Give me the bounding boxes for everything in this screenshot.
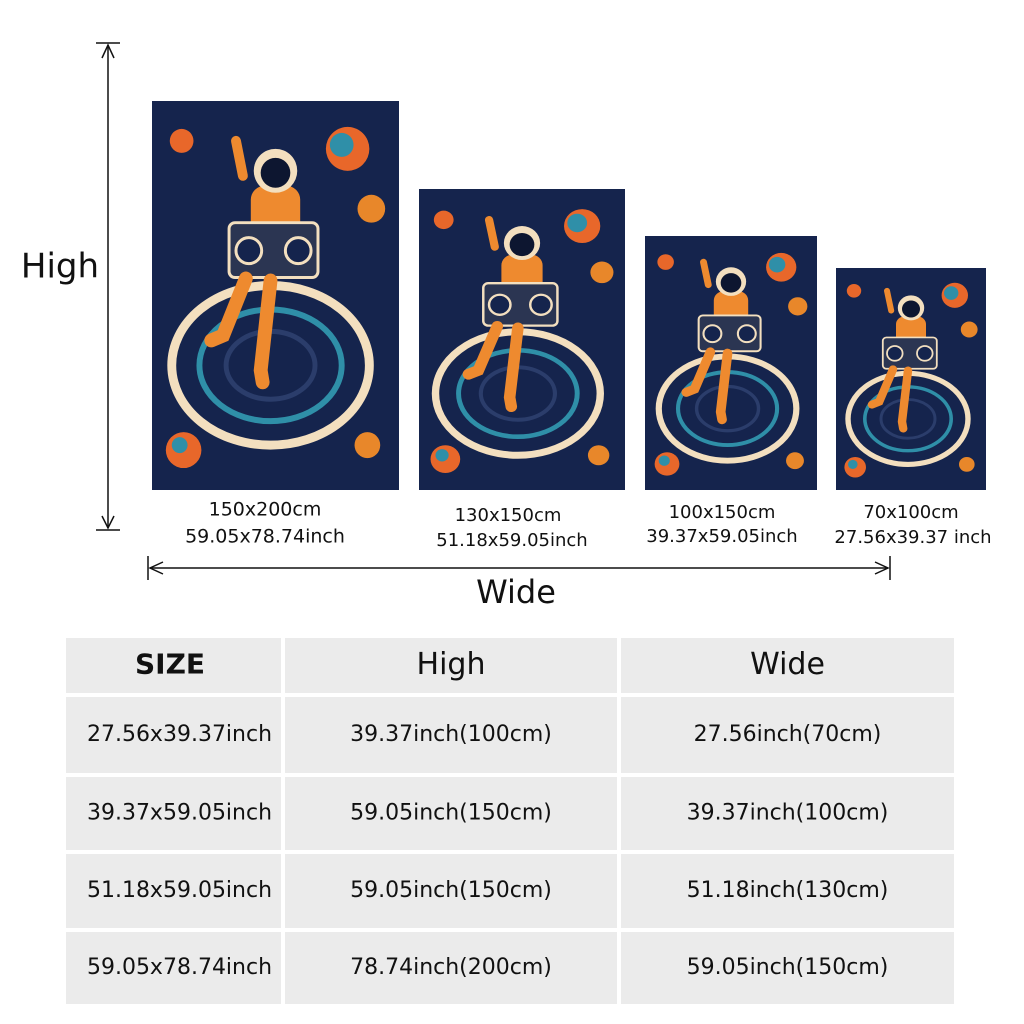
poster-image (836, 268, 986, 490)
poster-size-inch: 27.56x39.37 inch (834, 527, 991, 548)
table-header: High (417, 647, 486, 682)
table-cell (285, 638, 617, 693)
poster-size-cm: 150x200cm (209, 499, 322, 521)
table-cell (285, 697, 617, 773)
axes (96, 42, 891, 580)
table-cell-text: 59.05inch(150cm) (350, 801, 552, 826)
arrow-head (101, 43, 115, 530)
poster-size-cm: 100x150cm (669, 502, 776, 523)
poster-image (645, 236, 817, 490)
arrow-head (148, 561, 890, 575)
vertical-label: High (21, 247, 99, 287)
table-cell (66, 697, 281, 773)
table-cell (621, 777, 954, 850)
table-cell (66, 638, 281, 693)
table-cell-text: 59.05x78.74inch (87, 955, 272, 980)
size-table: SIZE High Wide 27.56x39.37inch 39.37inch(100… (66, 638, 954, 1004)
poster-size-cm: 70x100cm (863, 502, 958, 523)
table-cell (621, 638, 954, 693)
table-cell (66, 932, 281, 1004)
table-cell (66, 777, 281, 850)
table-cell-text: 51.18inch(130cm) (687, 878, 889, 903)
table-cell (621, 697, 954, 773)
table-cell-text: 39.37x59.05inch (87, 801, 272, 826)
table-cell (285, 854, 617, 928)
table-cell (66, 854, 281, 928)
table-cell (285, 777, 617, 850)
poster-size-cm: 130x150cm (455, 505, 562, 526)
horizontal-label: Wide (476, 573, 556, 611)
table-cell (285, 932, 617, 1004)
table-header: Wide (750, 647, 825, 682)
poster-size-inch: 39.37x59.05inch (646, 526, 797, 547)
table-cell-text: 51.18x59.05inch (87, 878, 272, 903)
posters: 150x200cm 59.05x78.74inch 130x150cm 51.18x5… (152, 101, 992, 551)
table-cell-text: 59.05inch(150cm) (350, 878, 552, 903)
table-cell-text: 39.37inch(100cm) (687, 801, 889, 826)
table-header: SIZE (135, 648, 205, 681)
poster-image (152, 101, 399, 490)
table-cell (621, 932, 954, 1004)
poster-size-inch: 51.18x59.05inch (436, 530, 587, 551)
table-cell-text: 27.56inch(70cm) (694, 722, 882, 747)
poster-size-inch: 59.05x78.74inch (185, 526, 345, 548)
table-cell-text: 59.05inch(150cm) (687, 955, 889, 980)
table-cell (621, 854, 954, 928)
table-cell-text: 27.56x39.37inch (87, 722, 272, 747)
poster-image (419, 189, 625, 490)
table-cell-text: 78.74inch(200cm) (350, 955, 552, 980)
table-cell-text: 39.37inch(100cm) (350, 722, 552, 747)
